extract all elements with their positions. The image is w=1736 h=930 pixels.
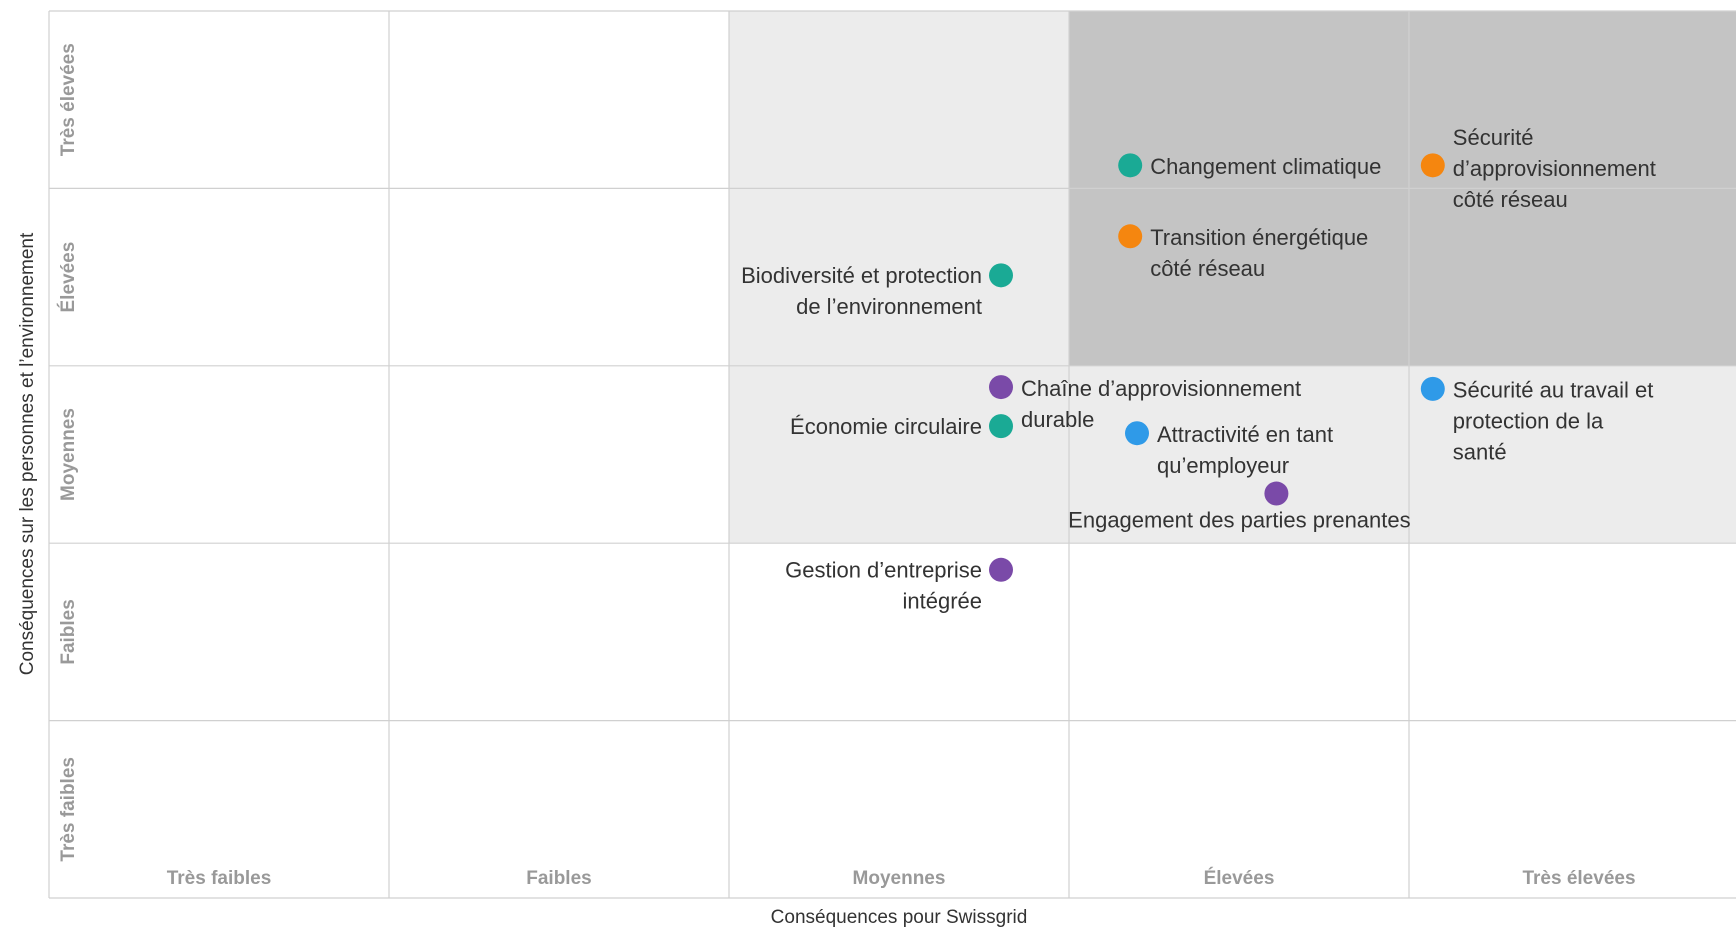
point [1420, 376, 1445, 401]
point [1118, 153, 1143, 178]
point-label: protection de la [1453, 409, 1604, 434]
y-tick-label: Moyennes [58, 408, 79, 501]
y-tick-label: Très élevées [58, 43, 79, 156]
point [1125, 421, 1149, 446]
x-axis-title: Conséquences pour Swissgrid [771, 907, 1028, 928]
x-tick-label: Très élevées [1522, 868, 1635, 889]
point-label: Engagement des parties prenantes [1068, 507, 1410, 532]
point [1420, 153, 1445, 178]
point-label: Changement climatique [1150, 154, 1381, 179]
point-label: côté réseau [1453, 187, 1568, 212]
point-label: qu’employeur [1157, 453, 1289, 478]
point-label: durable [1021, 407, 1094, 432]
point-label: Économie circulaire [790, 414, 982, 439]
point [989, 557, 1013, 582]
point-label: d’approvisionnement [1453, 156, 1656, 181]
x-tick-label: Très faibles [167, 868, 272, 889]
point-label: Sécurité au travail et [1453, 378, 1654, 403]
point [989, 414, 1013, 439]
point [989, 375, 1013, 400]
point [989, 263, 1013, 288]
point-label: Biodiversité et protection [741, 263, 982, 288]
point [1264, 481, 1289, 506]
point-label: Gestion d’entreprise [785, 558, 982, 583]
point-label: intégrée [902, 589, 982, 614]
y-tick-label: Faibles [58, 599, 79, 664]
point-label: santé [1453, 440, 1507, 465]
x-tick-label: Élevées [1204, 867, 1275, 889]
x-tick-label: Faibles [526, 868, 591, 889]
point [1118, 224, 1143, 249]
y-axis-title: Conséquences sur les personnes et l’envi… [17, 232, 38, 675]
point-label: Attractivité en tant [1157, 422, 1333, 447]
point-label: Sécurité [1453, 125, 1534, 150]
background-layer [48, 10, 1736, 899]
y-tick-label: Très faibles [58, 757, 79, 862]
x-tick-label: Moyennes [853, 868, 946, 889]
point-label: Chaîne d’approvisionnement [1021, 376, 1301, 401]
point-label: de l’environnement [796, 294, 982, 319]
point-label: Transition énergétique [1150, 225, 1368, 250]
point-label: côté réseau [1150, 256, 1265, 281]
y-tick-label: Élevées [57, 242, 79, 313]
